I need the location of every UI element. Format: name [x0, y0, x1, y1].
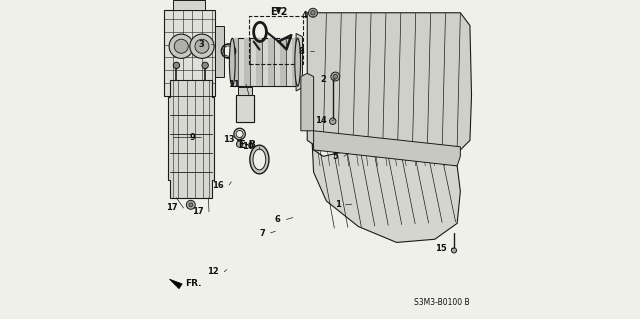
Text: FR.: FR.	[186, 279, 202, 288]
Polygon shape	[244, 38, 250, 86]
Text: 3: 3	[199, 40, 205, 48]
Ellipse shape	[250, 145, 269, 174]
Circle shape	[169, 34, 193, 58]
Circle shape	[308, 8, 317, 17]
Text: 16: 16	[212, 181, 223, 189]
Polygon shape	[236, 95, 254, 122]
Text: 10: 10	[242, 142, 253, 151]
Text: 2: 2	[321, 75, 326, 84]
Polygon shape	[314, 131, 460, 166]
Text: 1: 1	[335, 200, 340, 209]
Text: 6: 6	[275, 215, 280, 224]
Polygon shape	[215, 26, 224, 77]
Circle shape	[190, 34, 214, 58]
Polygon shape	[312, 140, 460, 242]
Text: 4: 4	[302, 11, 308, 20]
Ellipse shape	[229, 38, 235, 86]
Circle shape	[311, 11, 316, 15]
Text: 7: 7	[259, 229, 265, 238]
Polygon shape	[268, 38, 274, 86]
Polygon shape	[292, 38, 298, 86]
Text: 12: 12	[207, 267, 218, 276]
Circle shape	[234, 128, 245, 140]
Polygon shape	[173, 0, 205, 10]
Circle shape	[451, 248, 456, 253]
Text: S3M3-B0100 B: S3M3-B0100 B	[413, 298, 469, 307]
Text: 15: 15	[435, 244, 446, 253]
Circle shape	[236, 141, 243, 147]
Text: 8: 8	[298, 47, 304, 56]
Polygon shape	[301, 73, 314, 131]
Circle shape	[173, 62, 180, 69]
Text: 5: 5	[333, 152, 339, 161]
Circle shape	[202, 62, 209, 69]
Circle shape	[174, 39, 188, 53]
Circle shape	[331, 72, 340, 81]
Polygon shape	[170, 279, 182, 289]
Ellipse shape	[295, 38, 301, 86]
Polygon shape	[232, 38, 238, 86]
Text: E-2: E-2	[270, 7, 287, 17]
Polygon shape	[164, 10, 215, 96]
Polygon shape	[307, 13, 472, 150]
Polygon shape	[238, 87, 252, 95]
Text: 17: 17	[166, 204, 178, 212]
Ellipse shape	[253, 149, 266, 170]
Polygon shape	[296, 33, 303, 91]
Text: 14: 14	[315, 116, 326, 125]
Circle shape	[189, 203, 193, 207]
Text: 11: 11	[228, 80, 239, 89]
Circle shape	[195, 39, 209, 53]
Polygon shape	[256, 38, 262, 86]
Circle shape	[236, 130, 243, 137]
Text: 13: 13	[223, 135, 234, 144]
Text: 9: 9	[190, 133, 196, 142]
Polygon shape	[280, 38, 286, 86]
Text: E-B: E-B	[238, 140, 256, 150]
Circle shape	[333, 74, 337, 79]
Circle shape	[186, 200, 195, 209]
Circle shape	[330, 118, 336, 124]
Polygon shape	[232, 38, 298, 86]
Polygon shape	[168, 80, 214, 198]
Text: 17: 17	[192, 207, 204, 216]
